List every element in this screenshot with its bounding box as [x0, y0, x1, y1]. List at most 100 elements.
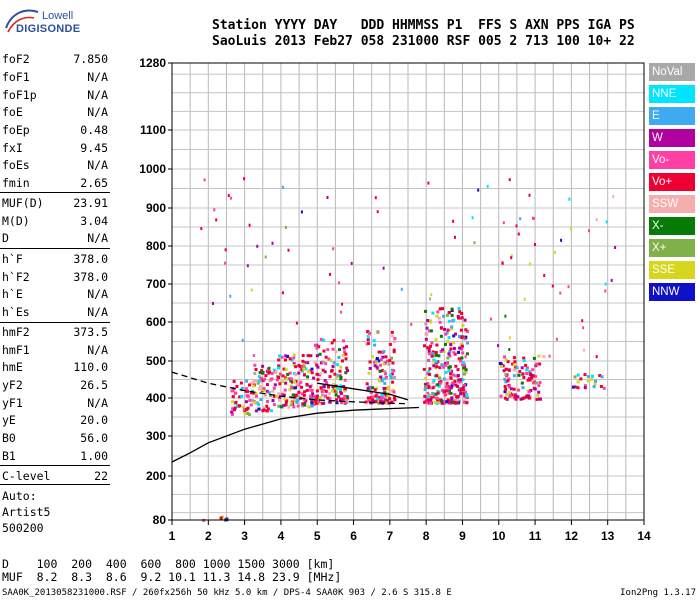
echo-point — [459, 387, 463, 391]
echo-point — [392, 348, 396, 352]
param-value: 1.00 — [80, 449, 108, 463]
echo-point — [329, 359, 333, 362]
echo-point — [500, 365, 503, 368]
echo-point — [273, 383, 277, 387]
echo-point — [382, 377, 386, 381]
echo-point — [365, 382, 369, 386]
echo-point — [366, 388, 370, 392]
echo-point — [460, 347, 464, 351]
echo-point — [437, 316, 441, 320]
echo-point — [507, 377, 511, 381]
echo-point — [305, 388, 309, 392]
echo-point — [245, 407, 249, 411]
echo-point — [364, 342, 368, 346]
echo-point — [267, 366, 271, 370]
echo-point — [457, 399, 461, 403]
echo-point — [284, 358, 287, 362]
echo-point — [315, 372, 319, 376]
echo-point — [392, 369, 396, 373]
echo-point — [268, 379, 272, 382]
echo-point — [345, 395, 349, 399]
echo-point-sparse — [465, 335, 468, 339]
param-value: 378.0 — [73, 270, 108, 284]
echo-point — [309, 388, 313, 392]
echo-point — [308, 385, 312, 389]
x-tick-labels: 1 2 3 4 5 6 7 8 9 10 11 12 13 14 — [169, 520, 651, 543]
echo-point — [339, 384, 343, 388]
echo-point-sparse — [376, 210, 379, 214]
echo-point — [322, 338, 326, 342]
echo-point — [449, 391, 453, 395]
echo-point — [248, 383, 251, 387]
echo-point — [520, 381, 524, 385]
echo-point — [393, 398, 397, 402]
echo-point — [272, 403, 276, 407]
echo-point — [573, 385, 577, 389]
echo-point — [393, 396, 396, 400]
echo-point — [424, 322, 428, 326]
echo-point-sparse — [281, 185, 284, 189]
echo-point — [255, 379, 259, 383]
echo-point — [573, 375, 577, 379]
echo-point — [331, 385, 335, 388]
echo-point — [312, 395, 316, 398]
param-row: hmF2 373.5 — [2, 325, 108, 341]
echo-point — [319, 337, 323, 341]
echo-point — [380, 379, 384, 383]
echo-point — [425, 333, 429, 336]
echo-point — [538, 381, 542, 384]
echo-point — [392, 340, 396, 343]
echo-point — [503, 355, 506, 359]
echo-point — [335, 398, 338, 402]
echo-point — [375, 386, 379, 390]
echo-point — [322, 401, 326, 405]
echo-point — [292, 362, 296, 366]
echo-point — [431, 352, 435, 356]
echo-point-sparse — [555, 337, 558, 341]
echo-point — [434, 361, 438, 365]
echo-point — [319, 372, 323, 376]
echo-point — [460, 356, 464, 360]
echo-point — [256, 401, 260, 405]
echo-point — [434, 351, 438, 354]
echo-point-sparse — [227, 194, 230, 197]
echo-point — [444, 332, 448, 336]
echo-point — [517, 388, 520, 392]
echo-point — [259, 376, 263, 380]
legend-item: SSE — [649, 261, 695, 279]
y-tick-label: 1280 — [139, 56, 166, 70]
echo-point — [583, 384, 587, 388]
echo-point — [368, 360, 372, 364]
y-tick-label: 900 — [146, 201, 166, 215]
echo-point — [430, 354, 434, 358]
param-key: yF1 — [2, 396, 23, 410]
echo-point — [371, 395, 375, 399]
echo-point-sparse — [213, 208, 216, 212]
echo-point — [293, 380, 296, 384]
echo-point — [297, 395, 301, 399]
echo-point — [505, 397, 509, 401]
echo-point — [339, 375, 343, 379]
echo-point — [431, 350, 435, 354]
echo-point — [457, 357, 461, 361]
echo-point — [576, 386, 580, 390]
param-row: h`F 378.0 — [2, 252, 108, 268]
echo-point — [423, 344, 426, 348]
echo-point — [429, 344, 433, 348]
echo-point — [303, 390, 307, 394]
echo-point — [537, 354, 541, 358]
echo-point — [366, 386, 370, 390]
param-key: fmin — [2, 176, 30, 190]
echo-point — [325, 381, 329, 385]
profile-curves — [171, 371, 419, 463]
y-tick-label: 300 — [146, 429, 166, 443]
echo-point-sparse — [502, 221, 505, 225]
echo-point — [302, 397, 306, 401]
echo-point-sparse — [515, 224, 518, 228]
echo-point — [291, 393, 295, 397]
autoscaling-info: Auto: Artist5 500200 — [2, 488, 50, 536]
echo-point — [278, 354, 281, 358]
digisonde-logo: Lowell DIGISONDE — [4, 6, 80, 44]
echo-point — [270, 409, 273, 413]
param-row: fxI 9.45 — [2, 141, 108, 157]
